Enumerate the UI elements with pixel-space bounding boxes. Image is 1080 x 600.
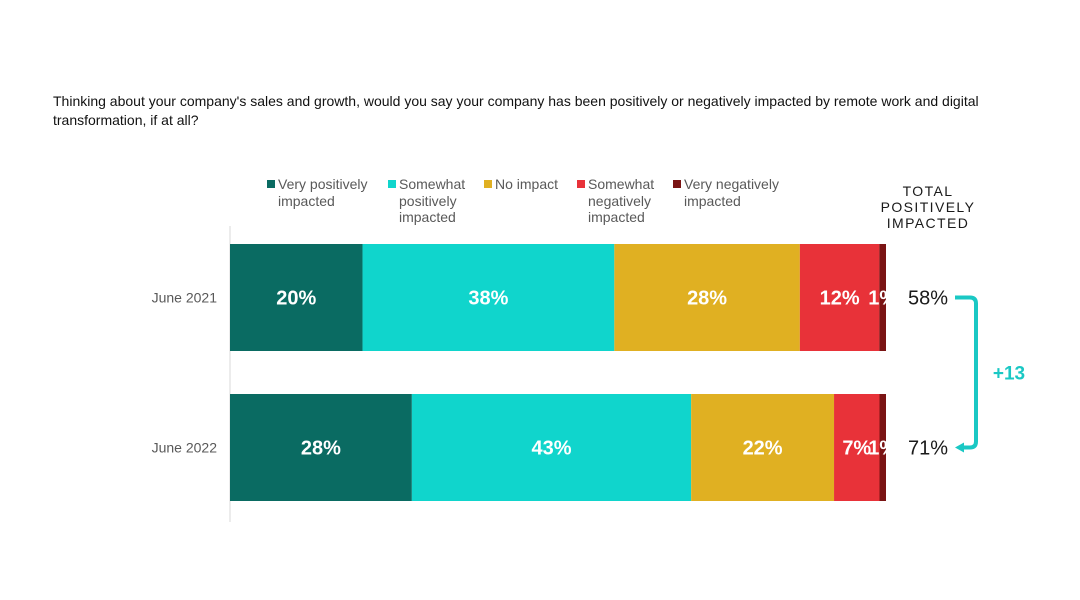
bar-value-label: 7% [842, 438, 871, 460]
legend-label: Somewhat negatively impacted [588, 176, 655, 225]
category-label: June 2022 [152, 440, 218, 456]
bar-segment [614, 244, 800, 351]
bar-value-label: 12% [820, 288, 860, 310]
total-positively-impacted-header: TOTAL POSITIVELY IMPACTED [880, 183, 976, 231]
category-label: June 2021 [152, 290, 218, 306]
legend-label: No impact [495, 176, 559, 192]
legend-swatch [673, 180, 681, 188]
change-label: +13 [993, 364, 1025, 385]
bar-value-label: 28% [687, 288, 727, 310]
total-value-label: 71% [908, 438, 948, 460]
question-text: Thinking about your company's sales and … [53, 93, 979, 128]
legend-label: Very positively impacted [278, 176, 368, 209]
chart-legend: Very positively impacted Somewhat positiv… [267, 176, 807, 228]
legend-swatch [388, 180, 396, 188]
bar-value-label: 1% [868, 288, 897, 310]
legend-swatch [267, 180, 275, 188]
change-arrowhead [955, 442, 964, 453]
bar-value-label: 38% [468, 288, 508, 310]
bar-segment [799, 244, 880, 351]
legend-label: Very negatively impacted [684, 176, 779, 209]
legend-swatch [484, 180, 492, 188]
bar-segment [411, 394, 692, 501]
bar-segment [362, 244, 615, 351]
bar-segment [230, 394, 412, 501]
bar-segment [230, 244, 363, 351]
legend-swatch [577, 180, 585, 188]
bar-value-label: 43% [531, 438, 571, 460]
bar-segment [834, 394, 880, 501]
bar-value-label: 1% [868, 438, 897, 460]
bar-segment [879, 244, 886, 351]
bar-segment [879, 394, 886, 501]
bar-value-label: 22% [743, 438, 783, 460]
bar-value-label: 28% [301, 438, 341, 460]
bar-segment [691, 394, 835, 501]
change-bracket [955, 295, 978, 450]
total-value-label: 58% [908, 288, 948, 310]
bar-value-label: 20% [276, 288, 316, 310]
legend-label: Somewhat positively impacted [399, 176, 466, 225]
